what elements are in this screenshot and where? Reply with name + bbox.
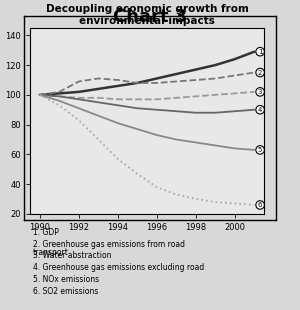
Text: 6. SO2 emissions: 6. SO2 emissions xyxy=(33,287,98,296)
Text: 2: 2 xyxy=(258,69,262,76)
Text: 1: 1 xyxy=(258,49,262,55)
Y-axis label: 1990 = 100: 1990 = 100 xyxy=(0,96,2,146)
Text: 2. Greenhouse gas emissions from road: 2. Greenhouse gas emissions from road xyxy=(33,240,185,249)
Text: 6: 6 xyxy=(258,202,262,208)
Text: 3. Water abstraction: 3. Water abstraction xyxy=(33,251,112,260)
Title: Decoupling economic growth from
environmental impacts: Decoupling economic growth from environm… xyxy=(46,4,248,26)
Text: 4. Greenhouse gas emissions excluding road: 4. Greenhouse gas emissions excluding ro… xyxy=(33,263,204,272)
Text: transport: transport xyxy=(33,248,69,257)
Text: Chart 3: Chart 3 xyxy=(113,8,187,26)
Text: 4: 4 xyxy=(258,107,262,113)
Text: 3: 3 xyxy=(258,89,262,95)
Text: 5. NOx emissions: 5. NOx emissions xyxy=(33,275,99,284)
Text: 1. GDP: 1. GDP xyxy=(33,228,59,237)
Text: 5: 5 xyxy=(258,147,262,153)
